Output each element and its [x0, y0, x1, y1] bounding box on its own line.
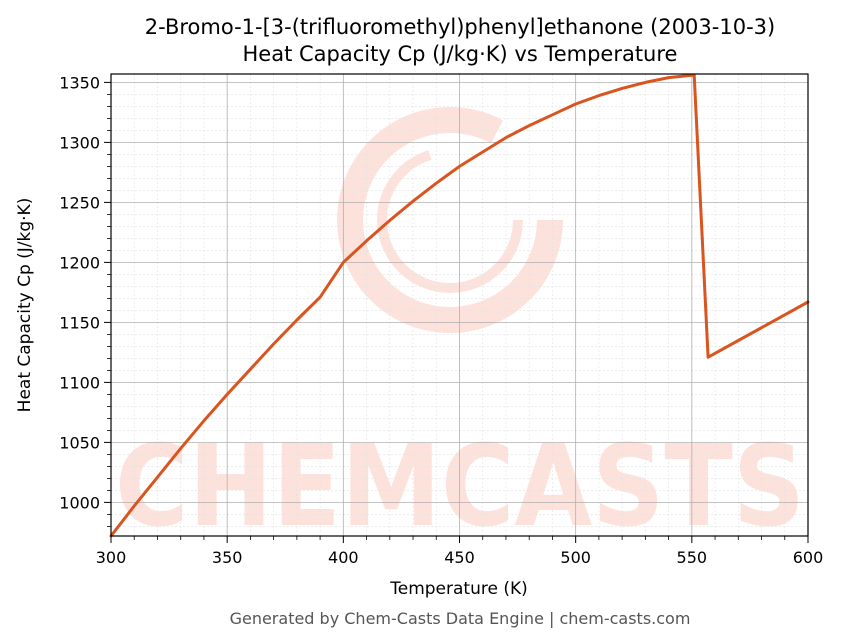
watermark: CHEMCASTS	[115, 107, 805, 552]
chart-title-line1: 2-Bromo-1-[3-(trifluoromethyl)phenyl]eth…	[145, 15, 775, 39]
watermark-text: CHEMCASTS	[115, 422, 805, 552]
y-axis-label: Heat Capacity Cp (J/kg·K)	[15, 198, 35, 413]
x-tick-label: 450	[444, 548, 475, 567]
y-tick-label: 1000	[59, 493, 100, 512]
x-tick-label: 600	[793, 548, 824, 567]
watermark-logo	[337, 107, 563, 333]
y-tick-label: 1050	[59, 433, 100, 452]
footer-credit: Generated by Chem-Casts Data Engine | ch…	[230, 609, 691, 628]
x-axis-label: Temperature (K)	[389, 579, 528, 599]
x-tick-label: 500	[560, 548, 591, 567]
x-tick-label: 550	[677, 548, 708, 567]
y-axis-ticks: 1000 1050 1100 1150 1200 1250 1300 1350	[59, 73, 111, 527]
y-tick-label: 1250	[59, 193, 100, 212]
chart-title-line2: Heat Capacity Cp (J/kg·K) vs Temperature	[243, 42, 678, 66]
y-tick-label: 1200	[59, 253, 100, 272]
x-tick-label: 400	[328, 548, 359, 567]
y-tick-label: 1300	[59, 133, 100, 152]
y-tick-label: 1350	[59, 73, 100, 92]
heat-capacity-line	[109, 73, 810, 538]
y-tick-label: 1100	[59, 373, 100, 392]
x-tick-label: 300	[96, 548, 127, 567]
x-axis-ticks: 300 350 400 450 500 550 600	[96, 536, 824, 567]
x-tick-label: 350	[212, 548, 243, 567]
y-tick-label: 1150	[59, 313, 100, 332]
